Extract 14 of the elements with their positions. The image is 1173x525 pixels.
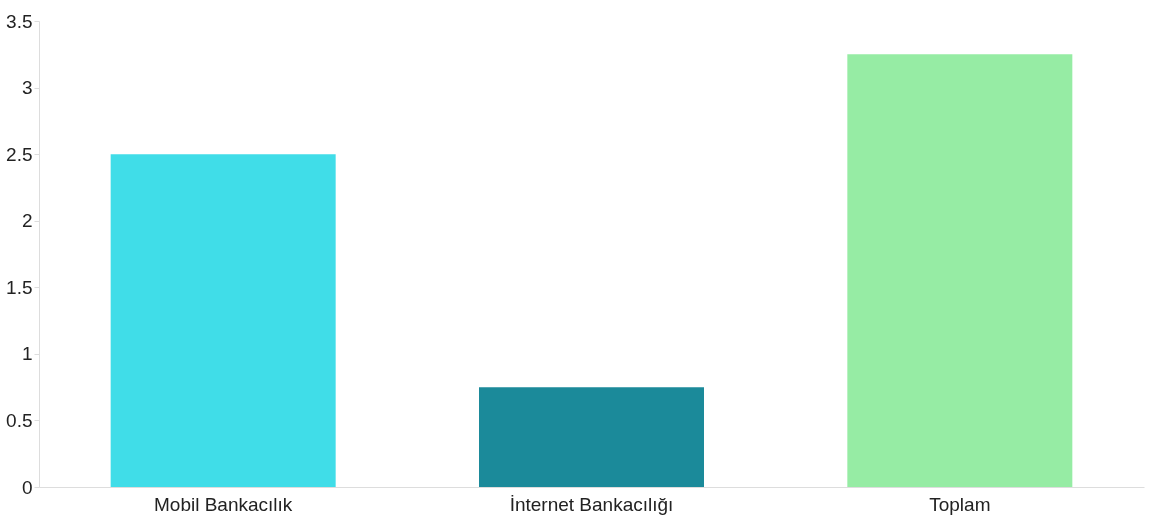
bar [479, 387, 704, 487]
x-tick-label: İnternet Bankacılığı [509, 493, 674, 515]
y-tick-label: 1 [21, 343, 33, 365]
y-tick-label: 3 [21, 77, 33, 99]
y-tick-label: 3.5 [6, 10, 33, 32]
bar [110, 154, 336, 487]
y-tick-label: 0 [21, 476, 33, 498]
y-tick-label: 2 [21, 210, 33, 232]
y-tick-label: 1.5 [6, 276, 33, 298]
y-tick-label: 2.5 [6, 143, 33, 165]
x-tick-label: Toplam [929, 493, 991, 515]
y-tick-label: 0.5 [6, 409, 33, 431]
bar [847, 54, 1073, 487]
x-tick-label: Mobil Bankacılık [153, 493, 293, 515]
